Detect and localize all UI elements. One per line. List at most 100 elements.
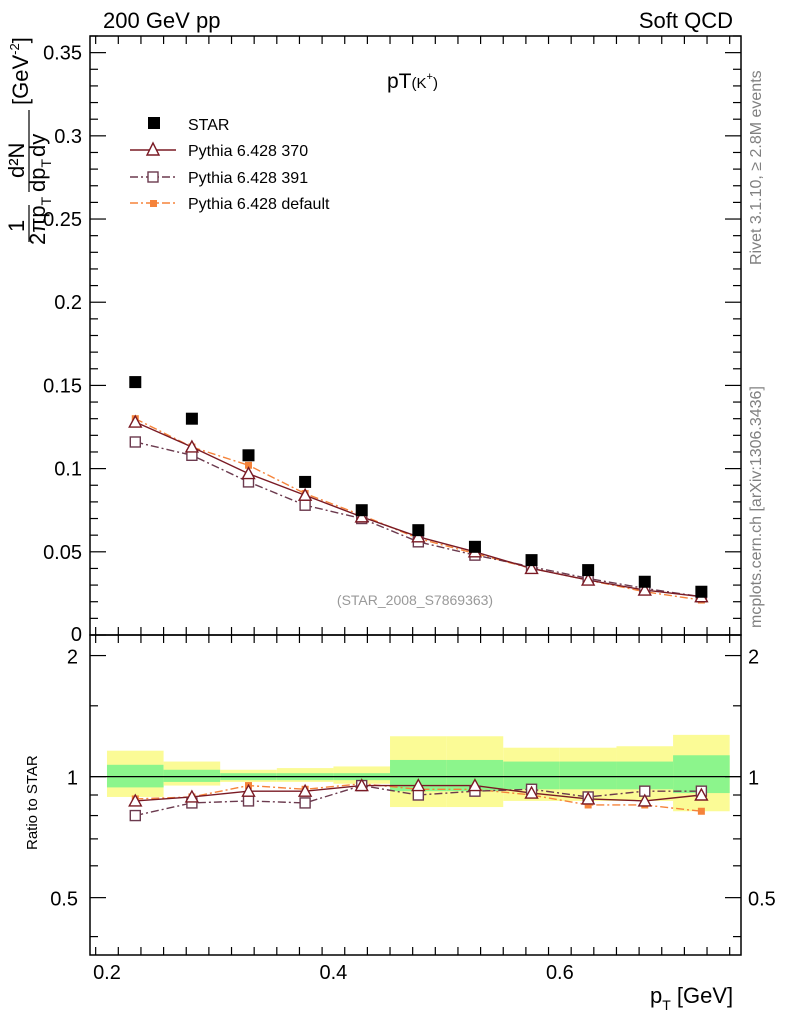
ratio-point-s0-2 [241,783,256,797]
y-tick-label-ratio-l-0: 0.5 [50,889,78,911]
main-point-s2-0 [129,436,141,448]
ratio-point-s1-5 [412,789,425,801]
x-tick-label-1: 0.4 [320,962,348,984]
y-tick-label-main-zero: 0 [71,624,82,646]
tick-labels: 0.2 0.4 0.6 0.05 0.1 0.15 0.2 0.25 0.3 0.35 0 0.5 0.… [43,43,776,984]
analysis-watermark: (STAR_2008_S7869363) [337,592,493,608]
ratio-point-s0-4 [354,778,369,792]
ratio-point-s0-7 [524,785,539,799]
rivet-label: Rivet 3.1.10, ≥ 2.8M events [748,70,765,265]
main-point-s1-9 [637,582,652,596]
ratio-series-layer [128,778,709,822]
ratio-point-s2-10 [697,807,705,815]
main-point-s1-7 [524,560,539,575]
main-point-s2-3 [299,499,311,511]
ratio-point-s0-10 [694,787,709,801]
plot-title-close: ) [433,75,438,92]
y-tick-label-ratio-l-2: 2 [67,647,78,669]
ylabel-unit-main: [GeV [8,55,33,105]
legend: STAR Pythia 6.428 370 Pythia 6.428 391 P… [130,117,330,213]
main-point-s1-1 [184,439,200,453]
xlabel-sub: T [662,997,671,1013]
band-inner-1 [163,769,221,782]
ylabel-d2n: d²N [4,143,29,178]
y-tick-label-main-2: 0.15 [43,375,82,397]
header-right: Soft QCD [639,8,733,33]
plot-title-sub: (K [412,75,427,92]
legend-p391-label: Pythia 6.428 391 [188,170,308,187]
star-point-5 [412,524,425,537]
band-inner-9 [616,761,674,790]
y-tick-label-main-5: 0.3 [54,126,82,148]
band-inner-8 [559,761,617,790]
star-point-0 [129,376,142,389]
ratio-bands-layer [106,734,730,812]
y-tick-label-main-0: 0.05 [43,542,82,564]
legend-star-label: STAR [188,117,229,134]
plot-title-main: pT [387,70,412,93]
main-line-3 [134,418,702,601]
legend-p370-marker [145,141,161,156]
y-tick-label-ratio-r-2: 2 [748,647,759,669]
ratio-y-axis-label: Ratio to STAR [24,755,41,850]
ylabel-t1: T [38,196,54,205]
x-tick-label-0: 0.2 [93,962,121,984]
plot-title: pT(K+) [387,70,438,93]
star-point-8 [582,564,595,577]
ratio-point-s2-8 [584,801,592,809]
ratio-point-s0-6 [467,778,483,792]
ratio-point-s0-9 [637,793,652,807]
tick-marks [90,35,741,955]
ratio-point-s0-3 [297,783,313,797]
legend-star-marker [148,117,160,129]
ratio-point-s1-3 [299,797,311,809]
main-point-s1-2 [241,466,256,480]
star-point-6 [468,540,481,553]
y-tick-label-main-3: 0.2 [54,292,82,314]
legend-p391-marker [147,171,159,183]
legend-p370-label: Pythia 6.428 370 [188,143,308,160]
main-point-s1-5 [411,529,426,543]
main-series-layer [128,376,709,604]
main-line-1 [135,421,702,598]
ratio-point-s0-0 [128,793,143,807]
ylabel-t2: T [38,159,54,168]
ylabel-unit-sup: -2 [7,43,22,55]
star-point-9 [638,575,651,588]
y-tick-label-ratio-r-0: 0.5 [748,889,776,911]
ylabel-dpt-dy: dpTdy [25,134,54,192]
y-tick-label-ratio-l-1: 1 [67,768,78,790]
ylabel-two-pi: 2πp [25,205,50,245]
ylabel-numerator-1: 1 [4,220,29,232]
xlabel-p: p [650,983,662,1008]
main-point-s1-3 [297,487,313,501]
x-tick-label-2: 0.6 [546,962,574,984]
plot-title-sup: + [427,71,433,83]
y-tick-label-main-6: 0.35 [43,43,82,65]
main-line-2 [135,441,702,598]
ylabel-two-pi-pt: 2πpT [25,196,54,245]
main-point-s3-2 [245,461,253,469]
ylabel-unit: [GeV-2] [7,37,33,105]
ylabel-unit-close: ] [8,37,33,43]
legend-pdef-label: Pythia 6.428 default [188,196,330,213]
ratio-point-s1-0 [129,809,141,822]
ratio-point-s1-2 [242,795,255,807]
y-tick-label-main-4: 0.25 [43,209,82,231]
y-tick-label-ratio-r-1: 1 [748,768,759,790]
main-point-s1-4 [354,509,369,523]
star-point-7 [525,554,538,567]
legend-pdef-marker [150,200,157,207]
y-tick-label-main-1: 0.1 [54,459,82,481]
star-point-3 [299,475,312,488]
ylabel-dp: dp [25,168,50,192]
main-y-axis-label: 1 2πpT d²N dpTdy [GeV-2] [4,37,54,245]
star-point-4 [355,504,368,517]
star-point-10 [695,585,708,598]
header-left: 200 GeV pp [103,8,220,33]
mcplots-label: mcplots.cern.ch [arXiv:1306.3436] [748,386,765,628]
main-point-s1-8 [580,572,596,586]
star-point-1 [185,412,198,425]
x-axis-label: pT [GeV] [650,983,733,1013]
ratio-point-s0-1 [184,789,200,803]
